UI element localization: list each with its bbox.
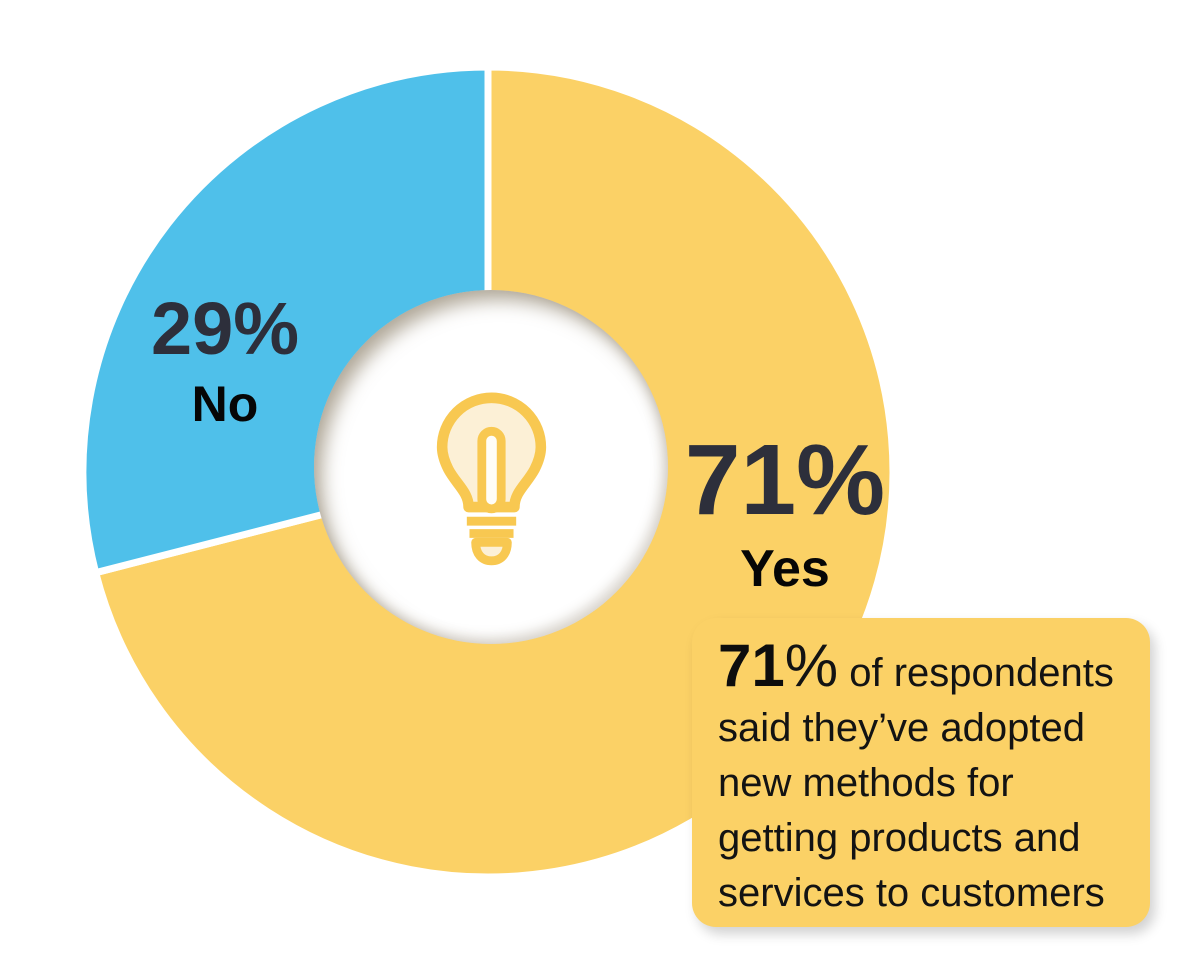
slice-no-category: No (191, 376, 259, 432)
slice-yes-category: Yes (740, 540, 830, 598)
callout-text: 71% of respondents said they’ve adopted … (718, 636, 1124, 921)
slice-label-yes: 71% Yes (650, 430, 920, 595)
slice-no-percent: 29% (150, 287, 300, 370)
lightbulb-icon (421, 382, 562, 574)
callout-highlight-number: 71 (718, 632, 785, 699)
slice-label-no: 29% No (105, 287, 345, 432)
bulb-filament-tube (477, 426, 506, 514)
slice-yes-percent: 71% (684, 424, 886, 536)
callout-body-text: of respondents said they’ve adopted new … (718, 651, 1114, 915)
callout-percent-sign: % (784, 632, 839, 699)
callout-box: 71% of respondents said they’ve adopted … (692, 618, 1150, 927)
bulb-base-cap (471, 537, 512, 566)
